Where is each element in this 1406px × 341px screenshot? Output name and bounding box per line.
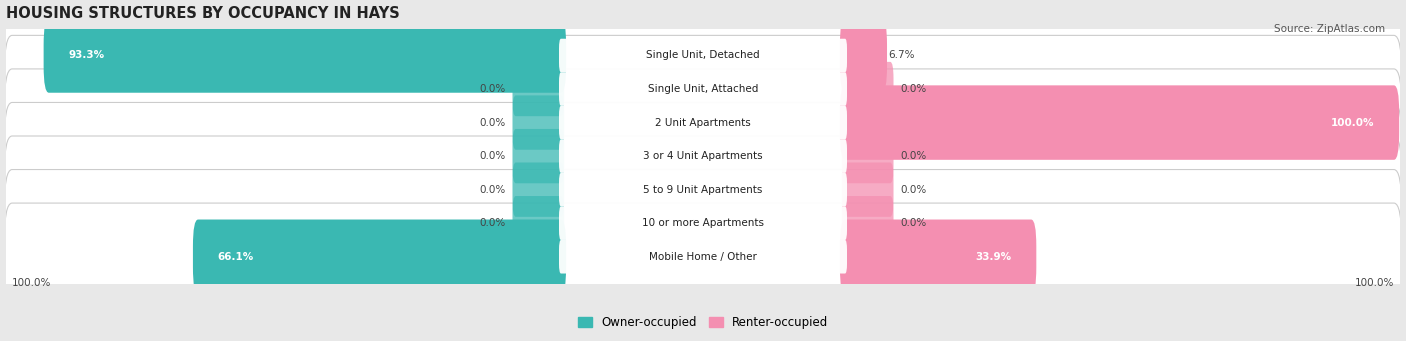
FancyBboxPatch shape [513,129,564,183]
FancyBboxPatch shape [4,2,1402,109]
Text: 66.1%: 66.1% [218,252,253,262]
FancyBboxPatch shape [560,206,846,240]
Text: Mobile Home / Other: Mobile Home / Other [650,252,756,262]
FancyBboxPatch shape [4,69,1402,176]
FancyBboxPatch shape [560,173,846,206]
Text: 0.0%: 0.0% [479,151,506,161]
Text: Single Unit, Detached: Single Unit, Detached [647,50,759,60]
FancyBboxPatch shape [513,62,564,116]
Text: 6.7%: 6.7% [889,50,915,60]
FancyBboxPatch shape [4,136,1402,243]
Text: 0.0%: 0.0% [900,151,927,161]
FancyBboxPatch shape [560,39,846,72]
FancyBboxPatch shape [4,102,1402,210]
Legend: Owner-occupied, Renter-occupied: Owner-occupied, Renter-occupied [572,311,834,334]
FancyBboxPatch shape [839,18,887,93]
FancyBboxPatch shape [842,129,893,183]
FancyBboxPatch shape [44,18,567,93]
FancyBboxPatch shape [560,240,846,273]
FancyBboxPatch shape [842,62,893,116]
Text: 3 or 4 Unit Apartments: 3 or 4 Unit Apartments [643,151,763,161]
Text: 100.0%: 100.0% [1354,278,1393,288]
Text: 33.9%: 33.9% [976,252,1012,262]
FancyBboxPatch shape [842,163,893,217]
FancyBboxPatch shape [193,220,567,294]
Text: 2 Unit Apartments: 2 Unit Apartments [655,118,751,128]
FancyBboxPatch shape [513,163,564,217]
Text: 0.0%: 0.0% [900,185,927,195]
Text: 0.0%: 0.0% [479,84,506,94]
Text: 0.0%: 0.0% [479,185,506,195]
FancyBboxPatch shape [560,72,846,106]
FancyBboxPatch shape [839,85,1399,160]
Text: 0.0%: 0.0% [900,218,927,228]
Text: 10 or more Apartments: 10 or more Apartments [643,218,763,228]
FancyBboxPatch shape [560,139,846,173]
FancyBboxPatch shape [4,35,1402,143]
Text: 93.3%: 93.3% [67,50,104,60]
Text: 0.0%: 0.0% [479,118,506,128]
Text: 100.0%: 100.0% [1331,118,1375,128]
FancyBboxPatch shape [4,169,1402,277]
FancyBboxPatch shape [513,196,564,250]
Text: HOUSING STRUCTURES BY OCCUPANCY IN HAYS: HOUSING STRUCTURES BY OCCUPANCY IN HAYS [6,5,399,20]
FancyBboxPatch shape [4,203,1402,310]
Text: Single Unit, Attached: Single Unit, Attached [648,84,758,94]
Text: 0.0%: 0.0% [479,218,506,228]
FancyBboxPatch shape [513,95,564,150]
Text: 100.0%: 100.0% [13,278,52,288]
FancyBboxPatch shape [842,196,893,250]
Text: 5 to 9 Unit Apartments: 5 to 9 Unit Apartments [644,185,762,195]
Text: 0.0%: 0.0% [900,84,927,94]
FancyBboxPatch shape [839,220,1036,294]
Text: Source: ZipAtlas.com: Source: ZipAtlas.com [1274,24,1385,34]
FancyBboxPatch shape [560,106,846,139]
